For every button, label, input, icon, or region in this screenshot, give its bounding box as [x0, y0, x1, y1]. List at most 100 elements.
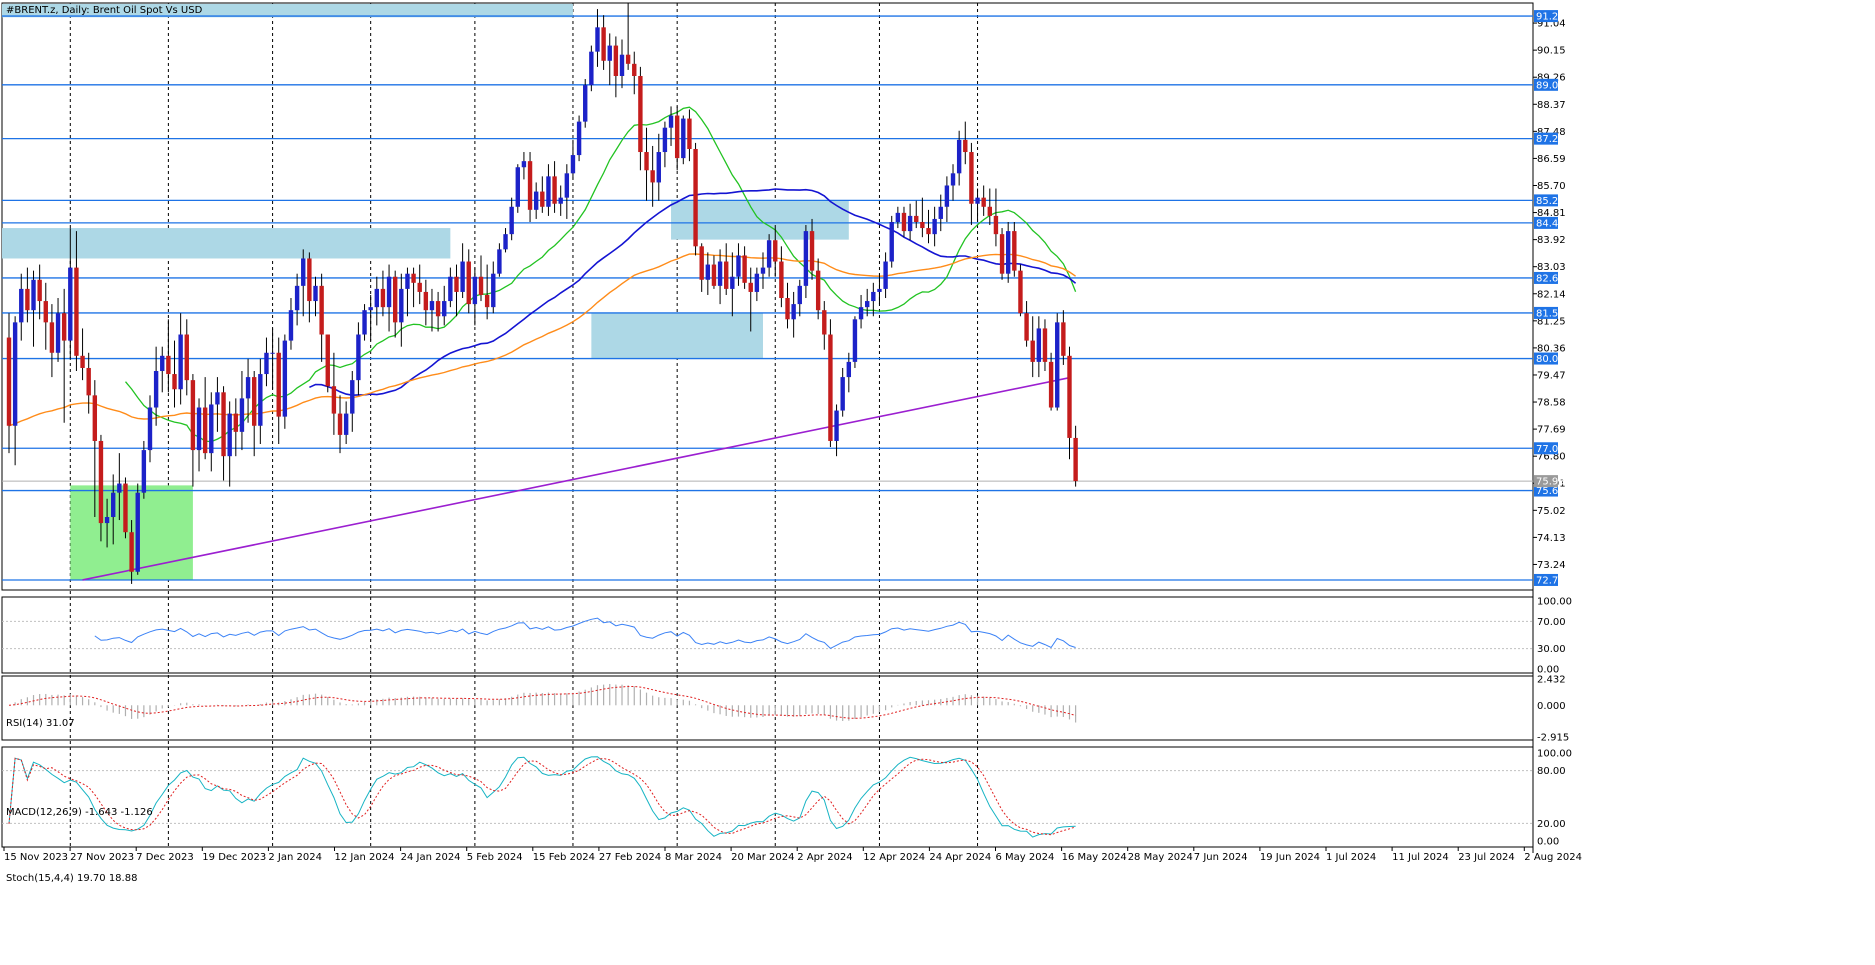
candle-bullish — [576, 121, 582, 156]
candle — [466, 249, 471, 314]
price-tick-label: 88.37 — [1537, 100, 1566, 111]
candle — [221, 386, 226, 481]
candle-bullish — [31, 279, 36, 311]
candle-bullish — [141, 450, 147, 493]
candle-bearish — [484, 294, 490, 308]
candle — [950, 164, 956, 201]
candle — [80, 328, 85, 381]
candle — [527, 152, 533, 222]
candle — [564, 164, 570, 219]
candle-bearish — [828, 334, 833, 441]
candle — [681, 115, 686, 165]
candle — [907, 203, 913, 241]
candle-bullish — [760, 267, 766, 274]
candle — [717, 249, 723, 305]
candle-bullish — [950, 173, 956, 186]
candle — [123, 477, 128, 539]
candle — [1061, 310, 1066, 365]
candle — [117, 453, 122, 521]
candle — [12, 316, 18, 466]
candle-bullish — [846, 361, 852, 378]
candle — [963, 121, 968, 165]
candle-bearish — [172, 374, 177, 390]
candle-bearish — [981, 197, 986, 207]
candle-bearish — [625, 54, 631, 64]
candle — [147, 395, 153, 463]
candle — [1018, 264, 1023, 317]
candle — [619, 39, 625, 89]
candle-bullish — [607, 45, 612, 61]
level-price-label-box — [1534, 352, 1558, 365]
candle — [98, 434, 104, 542]
candle — [276, 337, 281, 445]
candle-bullish — [313, 285, 318, 302]
candle-bearish — [552, 176, 557, 204]
candle — [460, 243, 465, 299]
candle — [19, 273, 24, 341]
candle-bullish — [840, 377, 845, 411]
candle-bearish — [809, 231, 815, 271]
candle — [815, 258, 821, 320]
rsi-pane[interactable] — [1, 596, 1534, 674]
candle-bullish — [589, 51, 594, 86]
candle-bearish — [815, 270, 821, 311]
candle — [31, 270, 36, 347]
candle — [239, 371, 245, 451]
ascending-trendline[interactable] — [82, 376, 1070, 581]
candle — [693, 142, 698, 256]
stoch-label: Stoch(15,4,4) 19.70 18.88 — [6, 873, 137, 884]
price-tick-label: 91.04 — [1537, 19, 1566, 30]
candle-bearish — [687, 118, 692, 149]
candle — [576, 115, 582, 162]
candle — [172, 340, 177, 408]
candle-bullish — [227, 413, 232, 457]
candle-bearish — [822, 310, 827, 335]
candle-bearish — [184, 334, 189, 381]
candle-bearish — [202, 407, 208, 454]
candle-bearish — [466, 261, 471, 305]
level-price-label: 75.67 — [1536, 486, 1565, 497]
level-price-label: 84.47 — [1536, 218, 1565, 229]
candle-bearish — [650, 170, 655, 183]
rsi-tick-label: 100.00 — [1537, 597, 1572, 608]
price-tick-label: 85.70 — [1537, 181, 1566, 192]
current-price-label-box — [1534, 475, 1558, 488]
candle-bearish — [1048, 361, 1054, 408]
candle — [748, 267, 753, 332]
date-tick-label: 11 Jul 2024 — [1392, 852, 1449, 863]
candle — [1042, 319, 1048, 372]
candle — [944, 176, 950, 222]
candle-bullish — [736, 255, 741, 277]
candle — [442, 285, 447, 326]
candle-bullish — [153, 371, 159, 408]
candle-bearish — [1073, 437, 1078, 482]
stochastic-pane[interactable] — [1, 746, 1534, 848]
candle — [380, 270, 386, 317]
candle-bullish — [178, 334, 183, 390]
candle — [209, 392, 214, 472]
candle-bullish — [245, 377, 251, 399]
candle — [472, 267, 478, 326]
price-tick-label: 90.15 — [1537, 46, 1566, 57]
candle — [245, 358, 251, 423]
date-tick-label: 15 Feb 2024 — [533, 852, 595, 863]
candle — [411, 267, 416, 308]
candle — [724, 243, 729, 295]
candle-bearish — [963, 139, 968, 153]
candle-bullish — [583, 85, 588, 122]
candle — [233, 398, 239, 457]
price-tick-label: 81.25 — [1537, 316, 1566, 327]
candle — [865, 288, 870, 317]
candle-bullish — [1005, 231, 1011, 274]
candle — [264, 337, 269, 387]
candle — [711, 255, 717, 289]
candle — [215, 377, 220, 432]
candle — [987, 188, 992, 226]
macd-signal-line — [8, 686, 1076, 719]
candle-bullish — [877, 288, 882, 292]
main-price-pane[interactable] — [1, 2, 1534, 591]
date-tick-label: 19 Jun 2024 — [1260, 852, 1320, 863]
macd-pane[interactable] — [1, 675, 1534, 741]
candle — [1073, 425, 1078, 487]
